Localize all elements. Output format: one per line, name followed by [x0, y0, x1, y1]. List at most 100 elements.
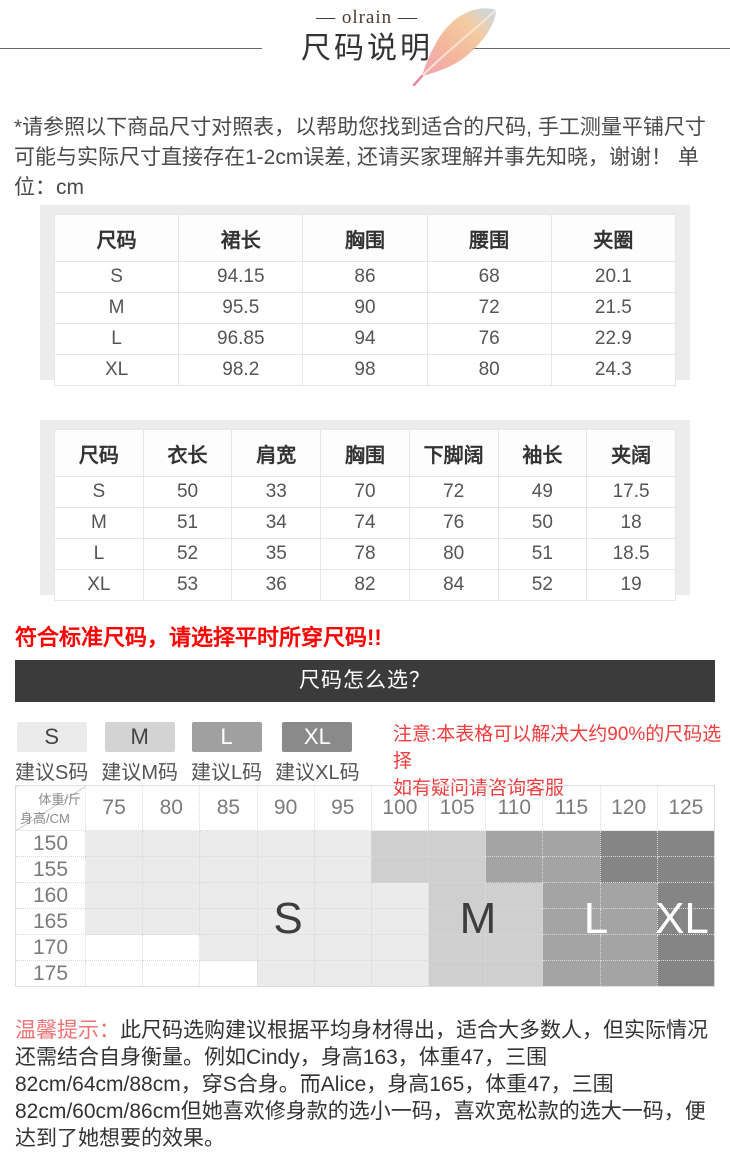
matrix-cell: [142, 960, 201, 987]
top-size-table-wrap: 尺码 衣长 肩宽 胸围 下脚阔 袖长 夹阔 S 50 33 70 72 49 17.5 M 51 34 74 76 5…: [40, 420, 690, 601]
matrix-size-label: M: [459, 894, 497, 943]
weight-header: 100: [370, 785, 430, 831]
size-chip: L: [191, 722, 262, 752]
matrix-cell: [656, 908, 716, 935]
table-cell: XL: [54, 569, 144, 601]
weight-header: 85: [199, 785, 258, 831]
column-header: 袖长: [497, 429, 588, 477]
table-cell: 51: [142, 507, 233, 539]
table-row: M 95.5 90 72 21.5: [53, 292, 677, 324]
table-cell: 76: [408, 507, 499, 539]
matrix-cell: [256, 830, 315, 857]
matrix-cell: [428, 908, 487, 935]
dress-size-table-wrap: 尺码 裙长 胸围 腰围 夹圈 S 94.15 86 68 20.1 M 95.5 90 72 21.5 L 96…: [40, 205, 690, 386]
table-cell: 52: [497, 569, 588, 601]
matrix-cell: [370, 856, 430, 883]
table-cell: 68: [426, 261, 552, 293]
matrix-cell: [313, 960, 372, 987]
table-cell: 33: [231, 476, 322, 508]
table-cell: L: [54, 538, 144, 570]
matrix-cell: [370, 882, 430, 909]
table-cell: 82: [320, 569, 410, 601]
matrix-size-label: L: [583, 894, 609, 943]
tips-label: 温馨提示：: [15, 1019, 120, 1042]
matrix-cell: [428, 856, 487, 883]
matrix-cell: [199, 882, 258, 909]
column-header: 下脚阔: [408, 429, 499, 477]
matrix-cell: [256, 856, 315, 883]
table-cell: 36: [231, 569, 322, 601]
table-cell: 86: [302, 261, 428, 293]
table-cell: M: [54, 507, 144, 539]
size-chip: M: [104, 722, 175, 752]
matrix-cell: [656, 882, 716, 909]
corner-weight-label: 体重/斤: [38, 792, 81, 807]
matrix-corner-cell: 体重/斤身高/CM: [15, 785, 86, 831]
top-size-table: 尺码 衣长 肩宽 胸围 下脚阔 袖长 夹阔 S 50 33 70 72 49 17.5 M 51 34 74 76 5…: [54, 429, 676, 601]
matrix-cell: [199, 856, 258, 883]
table-cell: 34: [231, 507, 322, 539]
matrix-cell: [485, 882, 544, 909]
size-chip: XL: [282, 722, 353, 752]
matrix-cell: [370, 830, 430, 857]
column-header: 肩宽: [231, 429, 322, 477]
column-header: 夹阔: [586, 429, 676, 477]
matrix-cell: [313, 908, 372, 935]
table-cell: 35: [231, 538, 322, 570]
standard-size-note: 符合标准尺码，请选择平时所穿尺码!!: [15, 625, 382, 650]
table-cell: 17.5: [586, 476, 676, 508]
matrix-cell: [256, 934, 315, 961]
table-cell: L: [53, 323, 180, 355]
matrix-cell: [542, 830, 601, 857]
size-chip-label: 建议S码: [15, 762, 89, 784]
table-cell: S: [53, 261, 180, 293]
table-cell: 20.1: [550, 261, 677, 293]
table-cell: S: [54, 476, 144, 508]
column-header: 夹圈: [550, 214, 677, 262]
tips-paragraph: 温馨提示：此尺码选购建议根据平均身材得出，适合大多数人，但实际情况还需结合自身衡…: [15, 1017, 721, 1152]
size-chip-row: S 建议S码 M 建议M码 L 建议L码 XL 建议XL码: [15, 722, 360, 785]
weight-header: 80: [142, 785, 201, 831]
table-cell: 18: [586, 507, 676, 539]
matrix-cell: [142, 908, 201, 935]
intro-text: *请参照以下商品尺寸对照表，以帮助您找到适合的尺码, 手工测量平铺尺寸可能与实际…: [14, 116, 706, 199]
matrix-row: 175: [15, 960, 716, 987]
height-label: 160: [15, 882, 86, 909]
weight-header: 105: [428, 785, 487, 831]
size-chip-label: 建议M码: [101, 762, 179, 784]
matrix-cell: [84, 882, 144, 909]
column-header: 胸围: [302, 214, 428, 262]
matrix-row: 155: [15, 856, 716, 883]
matrix-cell: [428, 830, 487, 857]
matrix-cell: [199, 934, 258, 961]
table-cell: 18.5: [586, 538, 676, 570]
table-cell: 98: [302, 354, 428, 386]
height-weight-matrix: 体重/斤 身高/CM 75 80 85 90 95 100 105 110 115 120 125 150…: [15, 785, 716, 987]
how-to-choose-bar: 尺码怎么选？: [15, 660, 715, 702]
page-title: 尺码说明: [301, 32, 433, 65]
table-cell: 51: [497, 538, 588, 570]
matrix-cell: [656, 856, 716, 883]
matrix-table: 体重/斤 身高/CM 75 80 85 90 95 100 105 110 115 120 125 150…: [15, 785, 716, 987]
matrix-cell: [542, 934, 601, 961]
size-chip-label: 建议XL码: [275, 762, 360, 784]
attention-line-1: 注意:本表格可以解决大约90%的尺码选择: [393, 724, 722, 772]
matrix-cell: [313, 882, 372, 909]
matrix-row: 170: [15, 934, 716, 961]
feather-icon: [412, 8, 497, 86]
size-chip-label: 建议L码: [191, 762, 263, 784]
matrix-row: 165: [15, 908, 716, 935]
height-label: 165: [15, 908, 86, 935]
matrix-cell: [142, 856, 201, 883]
matrix-cell: [428, 882, 487, 909]
matrix-cell: [599, 908, 658, 935]
corner-height-label: 身高/CM: [20, 811, 70, 826]
table-cell: 72: [408, 476, 499, 508]
matrix-cell: [142, 830, 201, 857]
matrix-size-label: S: [273, 894, 303, 943]
table-cell: 70: [320, 476, 410, 508]
weight-header: 120: [599, 785, 658, 831]
table-cell: 24.3: [550, 354, 677, 386]
table-cell: 22.9: [550, 323, 677, 355]
matrix-cell: [599, 856, 658, 883]
